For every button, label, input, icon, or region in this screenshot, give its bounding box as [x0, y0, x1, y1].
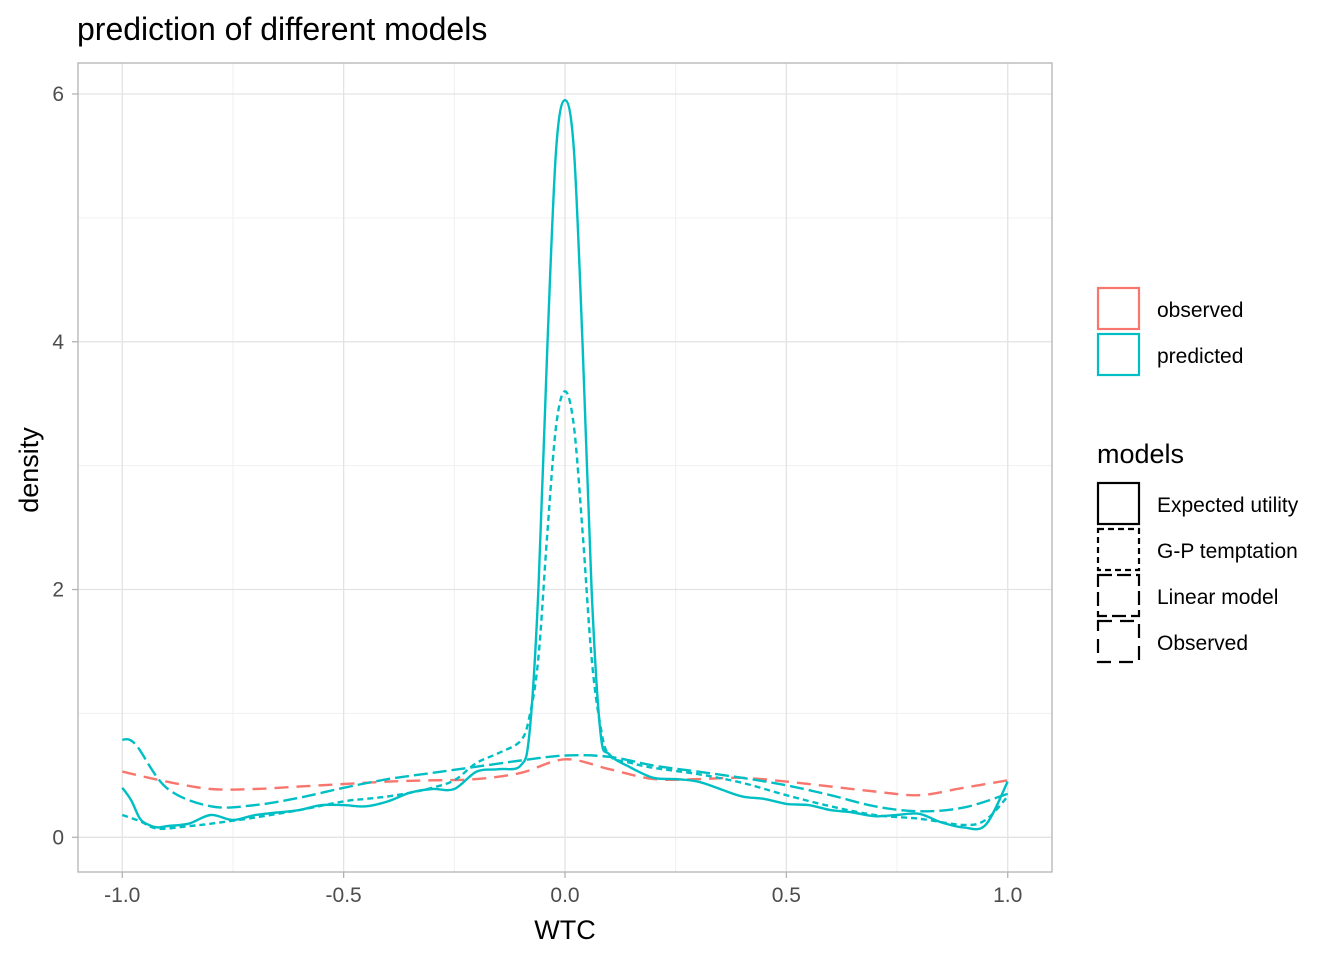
- legend-color-key: [1096, 332, 1141, 377]
- y-tick-label: 0: [52, 826, 64, 849]
- y-tick-label: 6: [52, 83, 64, 106]
- legend-linetype-key: [1096, 619, 1141, 664]
- chart-title: prediction of different models: [77, 11, 487, 47]
- legend-color-key: [1096, 286, 1141, 331]
- series-line-observed: [122, 758, 1008, 797]
- series-layer: [121, 99, 1009, 831]
- legend-linetype-label: Observed: [1157, 632, 1248, 655]
- legend-linetype: Expected utility G-P temptation Linear mod…: [1096, 481, 1299, 664]
- y-tick-label: 4: [52, 331, 64, 354]
- legend-linetype-label: Linear model: [1157, 586, 1278, 609]
- legend-color-label: predicted: [1157, 345, 1243, 368]
- x-tick-label: -1.0: [104, 884, 140, 907]
- series-line-expected-utility: [121, 99, 1009, 831]
- x-tick-label: 0.0: [550, 884, 579, 907]
- x-tick-label: 1.0: [993, 884, 1022, 907]
- legend-color: observed predicted: [1096, 286, 1243, 377]
- y-axis-title: density: [14, 427, 44, 513]
- legend-linetype-key: [1096, 573, 1141, 618]
- legend-models-title: models: [1097, 439, 1184, 469]
- legend-linetype-key: [1096, 527, 1141, 572]
- x-tick-label: 0.5: [772, 884, 801, 907]
- y-tick-label: 2: [52, 579, 64, 602]
- x-axis-title: WTC: [534, 915, 595, 945]
- x-tick-label: -0.5: [326, 884, 362, 907]
- grid-major: [78, 63, 1052, 872]
- series-line-linear-model: [121, 738, 1009, 813]
- y-axis-ticks: 0 2 4 6: [52, 83, 78, 849]
- legend-linetype-label: G-P temptation: [1157, 540, 1298, 563]
- legend-linetype-key: [1096, 481, 1141, 526]
- legend-linetype-label: Expected utility: [1157, 494, 1299, 517]
- legend-color-label: observed: [1157, 299, 1243, 322]
- x-axis-ticks: -1.0 -0.5 0.0 0.5 1.0: [104, 872, 1022, 907]
